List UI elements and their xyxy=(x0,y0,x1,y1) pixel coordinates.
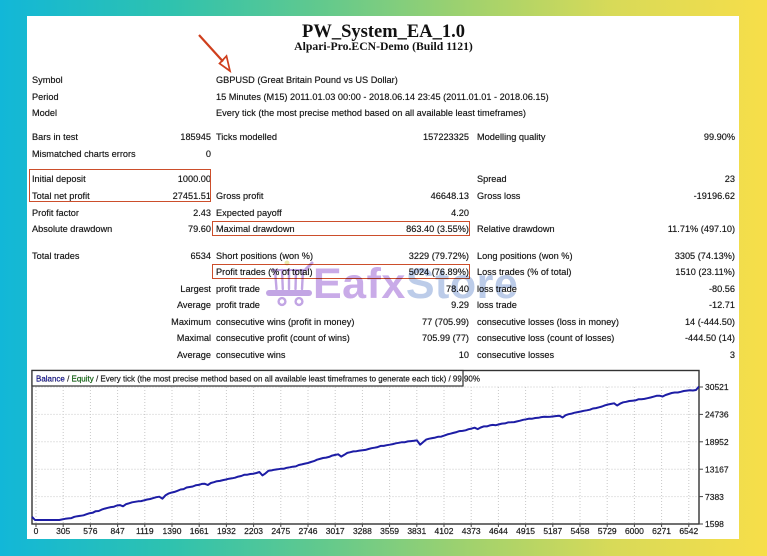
svg-text:6542: 6542 xyxy=(679,526,698,536)
svg-text:2746: 2746 xyxy=(299,526,318,536)
svg-text:847: 847 xyxy=(111,526,125,536)
svg-text:5729: 5729 xyxy=(598,526,617,536)
svg-text:4644: 4644 xyxy=(489,526,508,536)
svg-text:2475: 2475 xyxy=(271,526,290,536)
svg-text:4915: 4915 xyxy=(516,526,535,536)
svg-text:4373: 4373 xyxy=(462,526,481,536)
svg-text:576: 576 xyxy=(83,526,97,536)
svg-text:7383: 7383 xyxy=(705,492,724,502)
svg-text:1661: 1661 xyxy=(190,526,209,536)
svg-text:6271: 6271 xyxy=(652,526,671,536)
svg-text:3017: 3017 xyxy=(326,526,345,536)
svg-text:3559: 3559 xyxy=(380,526,399,536)
svg-text:5187: 5187 xyxy=(543,526,562,536)
svg-text:18952: 18952 xyxy=(705,437,729,447)
svg-text:3831: 3831 xyxy=(407,526,426,536)
svg-text:30521: 30521 xyxy=(705,382,729,392)
svg-text:0: 0 xyxy=(34,526,39,536)
svg-text:2203: 2203 xyxy=(244,526,263,536)
svg-text:6000: 6000 xyxy=(625,526,644,536)
svg-text:24736: 24736 xyxy=(705,410,729,420)
svg-text:1390: 1390 xyxy=(163,526,182,536)
svg-text:1119: 1119 xyxy=(136,526,154,536)
svg-text:1598: 1598 xyxy=(705,519,724,529)
svg-text:3288: 3288 xyxy=(353,526,372,536)
svg-text:13167: 13167 xyxy=(705,464,729,474)
svg-text:5458: 5458 xyxy=(571,526,590,536)
svg-text:4102: 4102 xyxy=(435,526,454,536)
svg-text:1932: 1932 xyxy=(217,526,236,536)
svg-text:305: 305 xyxy=(56,526,70,536)
svg-text:Balance / Equity / Every tick: Balance / Equity / Every tick (the most … xyxy=(36,374,481,384)
